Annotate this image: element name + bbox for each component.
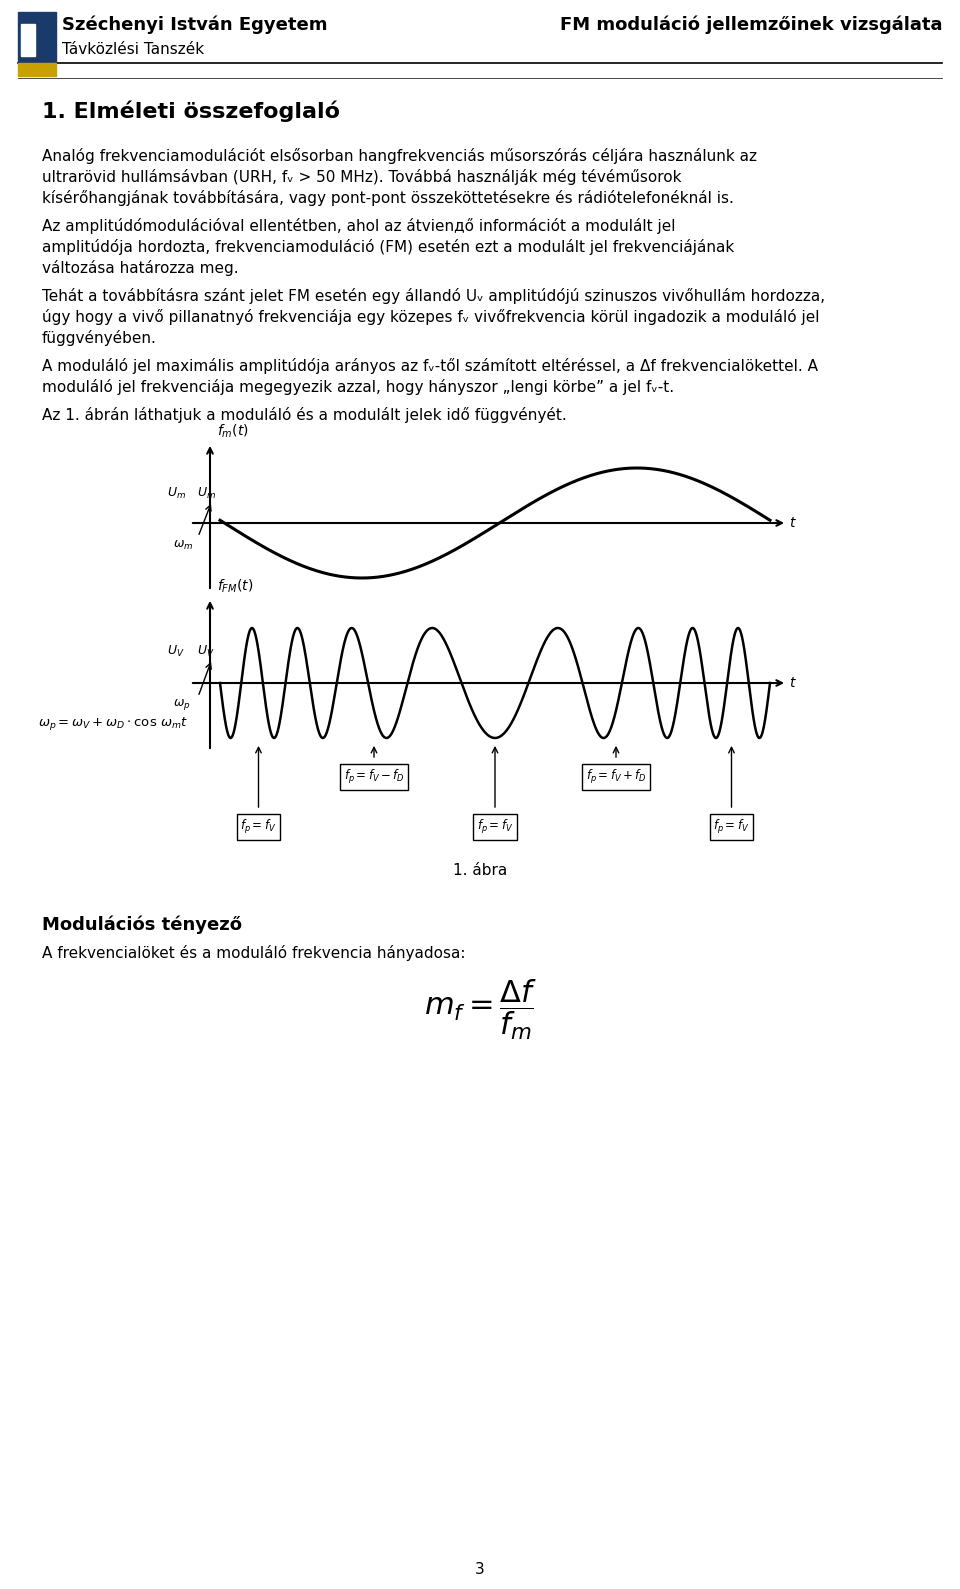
Text: $\omega_p = \omega_V + \omega_D \cdot \cos\,\omega_m t$: $\omega_p = \omega_V + \omega_D \cdot \c… (38, 715, 188, 733)
Text: $t$: $t$ (789, 516, 797, 531)
Text: $f_p = f_V$: $f_p = f_V$ (713, 818, 750, 836)
Text: $f_m(t)$: $f_m(t)$ (217, 423, 249, 440)
Text: Széchenyi István Egyetem: Széchenyi István Egyetem (62, 14, 327, 33)
Text: $m_f = \dfrac{\Delta f}{f_m}$: $m_f = \dfrac{\Delta f}{f_m}$ (423, 977, 537, 1042)
Text: $U_V$: $U_V$ (197, 644, 215, 658)
Text: $\omega_m$: $\omega_m$ (173, 539, 193, 551)
Text: Tehát a továbbításra szánt jelet FM esetén egy állandó Uᵥ amplitúdójú szinuszo: Tehát a továbbításra szánt jelet FM eset… (42, 288, 826, 303)
Text: függvényében.: függvényében. (42, 331, 156, 346)
Text: $U_m$: $U_m$ (197, 486, 216, 501)
Text: 1. ábra: 1. ábra (453, 863, 507, 879)
Text: $\omega_p$: $\omega_p$ (173, 698, 191, 712)
Text: amplitúdója hordozta, frekvenciamoduláció (FM) esetén ezt a modulált jel frekv: amplitúdója hordozta, frekvenciamodulá… (42, 238, 734, 254)
Text: 1. Elméleti összefoglaló: 1. Elméleti összefoglaló (42, 100, 340, 121)
Text: Az amplitúdómodulációval ellentétben, ahol az átvienдő információt a modulált : Az amplitúdómodulációval ellentétben, … (42, 218, 676, 234)
Text: változása határozza meg.: változása határozza meg. (42, 261, 239, 276)
Bar (21, 24, 35, 56)
Text: 3: 3 (475, 1562, 485, 1576)
Text: FM moduláció jellemzőinek vizsgálata: FM moduláció jellemzőinek vizsgálata (560, 14, 942, 33)
Text: Modulációs tényező: Modulációs tényező (42, 915, 242, 933)
Text: $f_p = f_V - f_D$: $f_p = f_V - f_D$ (344, 767, 404, 787)
Bar (18, 64, 56, 76)
Text: $U_V$: $U_V$ (167, 644, 184, 658)
Text: $t$: $t$ (789, 675, 797, 690)
Text: $f_p = f_V + f_D$: $f_p = f_V + f_D$ (586, 767, 646, 787)
Bar (18, 13, 56, 62)
Text: $f_p = f_V$: $f_p = f_V$ (240, 818, 276, 836)
Text: ultrarövid hullámsávban (URH, fᵥ > 50 MHz). Továbbá használják még tévéműsorok: ultrarövid hullámsávban (URH, fᵥ > 50 MH… (42, 168, 682, 184)
Text: Analóg frekvenciamodulációt elsősorban hangfrekvenciás műsorszórás céljára haszn: Analóg frekvenciamodulációt elsősorban h… (42, 148, 757, 164)
Text: moduláló jel frekvenciája megegyezik azzal, hogy hányszor „lengi körbe” a jel fᵥ: moduláló jel frekvenciája megegyezik azz… (42, 380, 674, 396)
Text: úgy hogy a vivő pillanatnyó frekvenciája egy közepes fᵥ vivőfrekvencia körül ing: úgy hogy a vivő pillanatnyó frekvenciája… (42, 308, 820, 326)
Text: A moduláló jel maximális amplitúdója arányos az fᵥ-től számított eltéréssel, a: A moduláló jel maximális amplitúdója a… (42, 358, 818, 373)
Text: kísérőhangjának továbbítására, vagy pont-pont összeköttetésekre és rádiótelefoné: kísérőhangjának továbbítására, vagy pont… (42, 191, 733, 207)
Text: $f_p = f_V$: $f_p = f_V$ (477, 818, 514, 836)
Text: A frekvencialöket és a moduláló frekvencia hányadosa:: A frekvencialöket és a moduláló frekvenc… (42, 945, 466, 961)
Text: $U_m$: $U_m$ (167, 486, 186, 501)
Text: $f_{FM}(t)$: $f_{FM}(t)$ (217, 577, 253, 594)
Text: Távközlési Tanszék: Távközlési Tanszék (62, 41, 204, 57)
Text: Az 1. ábrán láthatjuk a moduláló és a modulált jelek idő függvényét.: Az 1. ábrán láthatjuk a moduláló és a mo… (42, 407, 566, 423)
